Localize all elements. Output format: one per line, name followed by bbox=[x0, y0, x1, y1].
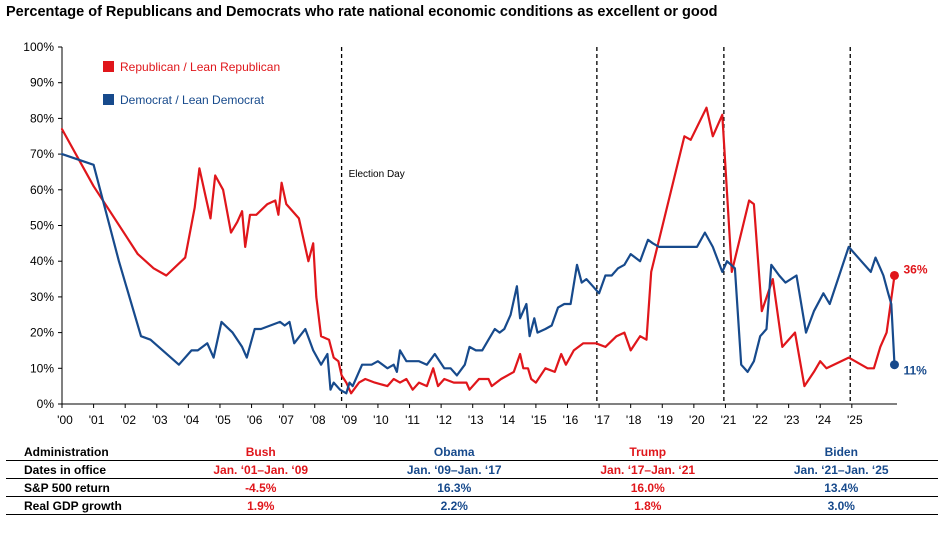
x-tick-label: '16 bbox=[563, 413, 579, 427]
cell-obama-sp500: 16.3% bbox=[357, 478, 551, 497]
democrat-end-marker bbox=[889, 360, 899, 370]
cell-bush-dates: Jan. ‘01–Jan. ‘09 bbox=[164, 460, 358, 479]
x-tick-label: '03 bbox=[152, 413, 168, 427]
row-label-administration: Administration bbox=[6, 443, 164, 461]
y-tick-label: 100% bbox=[23, 40, 54, 54]
y-tick-label: 30% bbox=[30, 290, 54, 304]
table-row-gdp: Real GDP growth 1.9% 2.2% 1.8% 3.0% bbox=[6, 496, 938, 515]
x-tick-label: '14 bbox=[499, 413, 515, 427]
cell-trump-administration: Trump bbox=[551, 443, 745, 461]
x-tick-label: '21 bbox=[721, 413, 737, 427]
cell-trump-dates: Jan. ‘17–Jan. ‘21 bbox=[551, 460, 745, 479]
y-tick-label: 20% bbox=[30, 326, 54, 340]
republican-end-marker bbox=[889, 270, 899, 280]
cell-bush-sp500: -4.5% bbox=[164, 478, 358, 497]
x-tick-label: '00 bbox=[57, 413, 73, 427]
cell-obama-dates: Jan. ‘09–Jan. ‘17 bbox=[357, 460, 551, 479]
legend-label: Republican / Lean Republican bbox=[120, 60, 280, 74]
administration-table: Administration Bush Obama Trump Biden Da… bbox=[6, 443, 938, 515]
x-tick-label: '10 bbox=[373, 413, 389, 427]
cell-bush-administration: Bush bbox=[164, 443, 358, 461]
x-tick-label: '01 bbox=[89, 413, 105, 427]
x-tick-label: '02 bbox=[120, 413, 136, 427]
x-tick-label: '20 bbox=[689, 413, 705, 427]
cell-bush-gdp: 1.9% bbox=[164, 496, 358, 515]
x-tick-label: '13 bbox=[468, 413, 484, 427]
cell-biden-sp500: 13.4% bbox=[744, 478, 938, 497]
chart-svg: 0% 10% 20% 30% 40% 50% 60% 70% 80% 90% 100% '00 '01 '… bbox=[23, 40, 928, 427]
x-tick-label: '11 bbox=[405, 413, 420, 427]
x-tick-label: '12 bbox=[436, 413, 452, 427]
x-tick-label: '25 bbox=[847, 413, 863, 427]
chart-title: Percentage of Republicans and Democrats … bbox=[6, 4, 718, 20]
table-row-sp500: S&P 500 return -4.5% 16.3% 16.0% 13.4% bbox=[6, 478, 938, 497]
row-label-gdp: Real GDP growth bbox=[6, 496, 164, 515]
y-tick-label: 60% bbox=[30, 183, 54, 197]
cell-biden-dates: Jan. ‘21–Jan. ‘25 bbox=[744, 460, 938, 479]
x-tick-label: '09 bbox=[342, 413, 358, 427]
democrat-series-line bbox=[60, 153, 896, 395]
x-tick-label: '05 bbox=[215, 413, 231, 427]
republican-end-label: 36% bbox=[903, 262, 927, 276]
x-tick-label: '04 bbox=[184, 413, 200, 427]
y-tick-label: 40% bbox=[30, 254, 54, 268]
x-tick-label: '19 bbox=[657, 413, 673, 427]
legend-label: Democrat / Lean Democrat bbox=[120, 93, 265, 107]
x-tick-label: '08 bbox=[310, 413, 326, 427]
x-tick-label: '17 bbox=[594, 413, 610, 427]
cell-trump-sp500: 16.0% bbox=[551, 478, 745, 497]
x-tick-label: '24 bbox=[815, 413, 831, 427]
x-tick-label: '15 bbox=[531, 413, 547, 427]
y-tick-label: 80% bbox=[30, 111, 54, 125]
x-tick-label: '22 bbox=[752, 413, 768, 427]
y-tick-label: 0% bbox=[37, 397, 55, 411]
cell-obama-gdp: 2.2% bbox=[357, 496, 551, 515]
x-tick-label: '23 bbox=[784, 413, 800, 427]
table-row-dates: Dates in office Jan. ‘01–Jan. ‘09 Jan. ‘… bbox=[6, 460, 938, 479]
row-label-dates: Dates in office bbox=[6, 460, 164, 479]
x-tick-label: '06 bbox=[247, 413, 263, 427]
row-label-sp500: S&P 500 return bbox=[6, 478, 164, 497]
election-day-annotation: Election Day bbox=[349, 169, 405, 180]
cell-biden-gdp: 3.0% bbox=[744, 496, 938, 515]
legend-swatch bbox=[103, 61, 114, 72]
y-tick-label: 70% bbox=[30, 147, 54, 161]
table-row-administration: Administration Bush Obama Trump Biden bbox=[6, 443, 938, 461]
legend-swatch bbox=[103, 94, 114, 105]
y-tick-label: 50% bbox=[30, 219, 54, 233]
cell-trump-gdp: 1.8% bbox=[551, 496, 745, 515]
x-tick-label: '18 bbox=[626, 413, 642, 427]
x-tick-label: '07 bbox=[278, 413, 294, 427]
y-tick-label: 10% bbox=[30, 361, 54, 375]
cell-obama-administration: Obama bbox=[357, 443, 551, 461]
democrat-end-label: 11% bbox=[903, 364, 927, 378]
cell-biden-administration: Biden bbox=[744, 443, 938, 461]
republican-series-line bbox=[60, 106, 896, 395]
y-tick-label: 90% bbox=[30, 76, 54, 90]
